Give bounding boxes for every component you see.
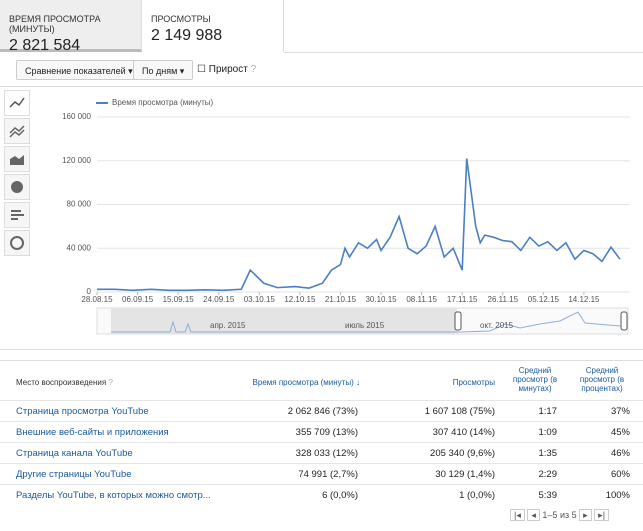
line-series [97,158,621,292]
cell: 5:39 [538,490,558,501]
cell: 1:09 [538,427,558,438]
pagination: |◂ ◂ 1–5 из 5 ▸ ▸| [510,509,610,521]
checkbox-label: Прирост [208,64,248,75]
legend-label: Время просмотра (минуты) [112,98,214,107]
cell: 1 607 108 (75%) [424,406,495,417]
column-header[interactable]: Средний просмотр (в минутах) [510,366,560,393]
table-row: Страница просмотра YouTube 2 062 846 (73%… [0,400,643,422]
chart-frame [0,86,643,350]
y-tick-label: 160 000 [62,112,91,121]
growth-checkbox[interactable]: ☐ Прирост ? [197,64,257,75]
x-tick-label: 17.11.15 [447,295,478,304]
multi-line-icon[interactable] [4,118,30,144]
x-tick-label: 15.09.15 [163,295,195,304]
overview-label: июль 2015 [345,321,385,330]
page-info: 1–5 из 5 [542,510,577,520]
cell: 100% [605,490,630,501]
row-link[interactable]: Страница просмотра YouTube [16,406,149,417]
x-tick-label: 03.10.15 [244,295,276,304]
y-tick-label: 80 000 [67,200,92,209]
row-link[interactable]: Другие страницы YouTube [16,469,132,480]
metric-label: ПРОСМОТРЫ [151,14,211,24]
cell: 60% [610,469,630,480]
x-tick-label: 14.12.15 [568,295,600,304]
x-tick-label: 26.11.15 [488,295,519,304]
period-button[interactable]: По дням ▾ [133,60,194,80]
page-next[interactable]: ▸ [579,509,592,521]
table-row: Страница канала YouTube 328 033 (12%) 205 … [0,442,643,464]
line-chart-icon[interactable] [4,90,30,116]
cell: 30 129 (1,4%) [435,469,495,480]
x-tick-label: 12.10.15 [284,295,316,304]
x-tick-label: 21.10.15 [325,295,357,304]
y-tick-label: 0 [87,287,92,296]
y-tick-label: 120 000 [62,156,91,165]
header-text: Средний просмотр (в процентах) [579,366,625,393]
page-last[interactable]: ▸| [594,509,610,521]
metric-value: 2 821 584 [9,37,81,54]
cell: 328 033 (12%) [295,448,358,459]
cell: 307 410 (14%) [432,427,495,438]
header-text: Время просмотра (минуты) [252,378,354,387]
map-icon[interactable] [4,230,30,256]
metric-tab[interactable]: ПРОСМОТРЫ 2 149 988 [142,0,284,52]
area-icon[interactable] [4,146,30,172]
row-link[interactable]: Страница канала YouTube [16,448,133,459]
cell: 355 709 (13%) [295,427,358,438]
y-tick-label: 40 000 [67,243,92,252]
metric-tab[interactable]: ВРЕМЯ ПРОСМОТРА (МИНУТЫ) 2 821 584 [0,0,142,54]
page-prev[interactable]: ◂ [527,509,540,521]
cell: 2 062 846 (73%) [287,406,358,417]
x-tick-label: 24.09.15 [203,295,235,304]
row-link[interactable]: Разделы YouTube, в которых можно смотр..… [16,490,211,501]
column-header[interactable]: Время просмотра (минуты) ↓ [252,378,360,387]
cell: 46% [610,448,630,459]
table-row: Разделы YouTube, в которых можно смотр..… [0,484,643,506]
cell: 1:17 [538,406,558,417]
header-text: Место воспроизведения [16,378,107,387]
bar-icon[interactable] [4,202,30,228]
header-text: Средний просмотр (в минутах) [512,366,558,393]
overview-spark [111,311,621,333]
table-row: Внешние веб-сайты и приложения 355 709 (1… [0,421,643,443]
chart: 0 40 000 80 000 120 000 160 000 28.08.15 06.09… [62,98,630,335]
x-tick-label: 05.12.15 [528,295,560,304]
overview-shade [111,308,457,334]
page-first[interactable]: |◂ [510,509,525,521]
x-tick-label: 06.09.15 [122,295,154,304]
cell: 1 (0,0%) [459,490,495,501]
overview-label: окт. 2015 [480,321,514,330]
overview-label: апр. 2015 [210,321,246,330]
cell: 6 (0,0%) [322,490,358,501]
overview-handle[interactable] [620,311,628,331]
compare-button[interactable]: Сравнение показателей ▾ [16,60,142,80]
table-row: Другие страницы YouTube 74 991 (2,7%) 30 1… [0,463,643,485]
cell: 37% [610,406,630,417]
column-header[interactable]: Место воспроизведения ? [16,378,113,387]
cell: 74 991 (2,7%) [298,469,358,480]
x-tick-label: 28.08.15 [81,295,113,304]
cell: 205 340 (9,6%) [430,448,495,459]
metric-value: 2 149 988 [151,27,223,44]
x-tick-label: 30.10.15 [365,295,397,304]
cell: 2:29 [538,469,558,480]
button-label: По дням [142,66,178,76]
cell: 1:35 [538,448,558,459]
divider [0,360,643,361]
cell: 45% [610,427,630,438]
overview-handle[interactable] [454,311,462,331]
pie-icon[interactable] [4,174,30,200]
x-tick-label: 08.11.15 [406,295,437,304]
tab-spacer [284,0,643,53]
row-link[interactable]: Внешние веб-сайты и приложения [16,427,169,438]
metric-label: ВРЕМЯ ПРОСМОТРА (МИНУТЫ) [9,14,101,34]
button-label: Сравнение показателей [25,66,126,76]
column-header[interactable]: Средний просмотр (в процентах) [572,366,632,393]
column-header[interactable]: Просмотры [420,378,495,387]
header-text: Просмотры [452,378,495,387]
